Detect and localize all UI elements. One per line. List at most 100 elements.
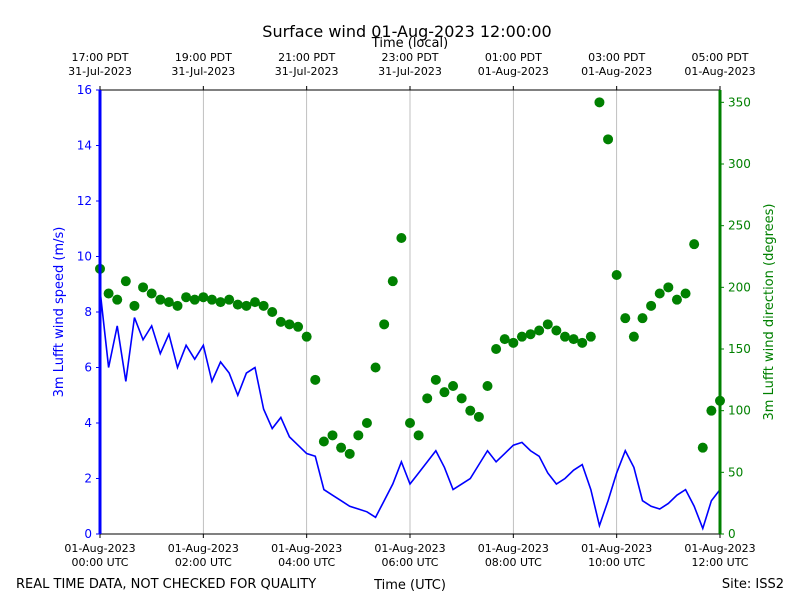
y2-tick-label: 300 <box>728 157 751 171</box>
y2-tick-label: 100 <box>728 404 751 418</box>
direction-point <box>232 299 243 310</box>
direction-point <box>146 288 157 299</box>
direction-point <box>206 294 217 305</box>
direction-point <box>516 331 527 342</box>
speed-line <box>99 289 721 531</box>
direction-point <box>671 294 682 305</box>
direction-point <box>103 288 114 299</box>
y-tick-label: 16 <box>77 83 92 97</box>
direction-point <box>542 319 553 330</box>
direction-point <box>129 300 140 311</box>
y2-tick-label: 250 <box>728 219 751 233</box>
direction-point <box>241 300 252 311</box>
direction-point <box>293 321 304 332</box>
footer-note: REAL TIME DATA, NOT CHECKED FOR QUALITY <box>16 577 316 592</box>
direction-point <box>568 334 579 345</box>
direction-point <box>327 430 338 441</box>
y2-tick-label: 350 <box>728 95 751 109</box>
direction-point <box>689 239 700 250</box>
direction-point <box>258 300 269 311</box>
site-label: Site: ISS2 <box>722 577 784 592</box>
y2-axis-label: 3m Lufft wind direction (degrees) <box>762 204 777 421</box>
top-x-tick-label: 21:00 PDT 31-Jul-2023 <box>274 51 339 78</box>
direction-point <box>473 411 484 422</box>
chart-title: Surface wind 01-Aug-2023 12:00:00 <box>262 22 551 41</box>
direction-point <box>181 292 192 303</box>
direction-point <box>534 325 545 336</box>
direction-point <box>611 270 622 280</box>
y-tick-label: 6 <box>84 361 92 375</box>
direction-point <box>448 381 459 391</box>
direction-point <box>508 337 519 348</box>
direction-point <box>525 329 536 340</box>
direction-point <box>267 307 278 317</box>
direction-point <box>430 374 441 385</box>
direction-point <box>396 233 407 243</box>
top-x-tick-label: 01:00 PDT 01-Aug-2023 <box>477 51 549 78</box>
direction-point <box>422 393 433 404</box>
direction-point <box>413 430 424 441</box>
y-tick-label: 10 <box>77 250 92 264</box>
y-tick-label: 0 <box>84 527 92 541</box>
direction-point <box>482 381 493 391</box>
direction-point <box>189 294 200 305</box>
x-tick-label: 01-Aug-2023 06:00 UTC <box>374 542 446 569</box>
top-x-tick-label: 05:00 PDT 01-Aug-2023 <box>684 51 756 78</box>
direction-point <box>603 134 614 145</box>
x-tick-label: 01-Aug-2023 04:00 UTC <box>271 542 343 569</box>
direction-point <box>577 337 588 348</box>
direction-point <box>344 448 355 459</box>
x-tick-label: 01-Aug-2023 08:00 UTC <box>477 542 549 569</box>
x-tick-label: 01-Aug-2023 10:00 UTC <box>581 542 653 569</box>
direction-point <box>560 331 570 342</box>
direction-point <box>112 294 123 305</box>
direction-point <box>405 418 415 428</box>
direction-point <box>284 319 295 330</box>
direction-point <box>198 292 209 303</box>
direction-point <box>250 297 260 308</box>
direction-point <box>499 334 510 345</box>
direction-point <box>456 393 467 404</box>
y2-tick-label: 200 <box>728 280 751 294</box>
top-axis-label: Time (local) <box>371 36 448 51</box>
y-tick-label: 14 <box>77 139 92 153</box>
y-tick-label: 8 <box>84 305 92 319</box>
direction-point <box>646 300 657 311</box>
direction-point <box>663 282 674 293</box>
direction-point <box>654 288 665 299</box>
direction-point <box>706 405 717 416</box>
direction-point <box>301 331 312 342</box>
direction-point <box>594 97 605 108</box>
direction-point <box>379 319 390 330</box>
y2-tick-label: 50 <box>728 465 743 479</box>
y-tick-label: 2 <box>84 472 92 486</box>
direction-point <box>370 362 381 373</box>
direction-point <box>585 331 596 342</box>
x-tick-label: 01-Aug-2023 12:00 UTC <box>684 542 756 569</box>
top-x-tick-label: 03:00 PDT 01-Aug-2023 <box>581 51 653 78</box>
y2-tick-label: 0 <box>728 527 736 541</box>
direction-point <box>275 316 286 327</box>
direction-point <box>224 294 235 305</box>
direction-point <box>637 313 648 324</box>
x-tick-label: 01-Aug-2023 00:00 UTC <box>64 542 136 569</box>
direction-point <box>172 300 183 311</box>
direction-point <box>387 276 398 287</box>
direction-point <box>551 325 562 336</box>
direction-point <box>353 430 364 441</box>
direction-point <box>465 405 476 416</box>
direction-point <box>697 442 708 453</box>
direction-point <box>310 374 321 385</box>
direction-point <box>628 331 639 342</box>
y2-tick-label: 150 <box>728 342 751 356</box>
direction-point <box>138 282 149 293</box>
direction-point <box>491 344 502 354</box>
direction-point <box>620 313 631 324</box>
y-tick-label: 4 <box>84 416 92 430</box>
direction-point <box>336 442 347 453</box>
direction-point <box>361 418 372 428</box>
top-x-tick-label: 17:00 PDT 31-Jul-2023 <box>68 51 132 78</box>
x-axis-label: Time (UTC) <box>373 578 446 593</box>
direction-point <box>163 297 174 308</box>
